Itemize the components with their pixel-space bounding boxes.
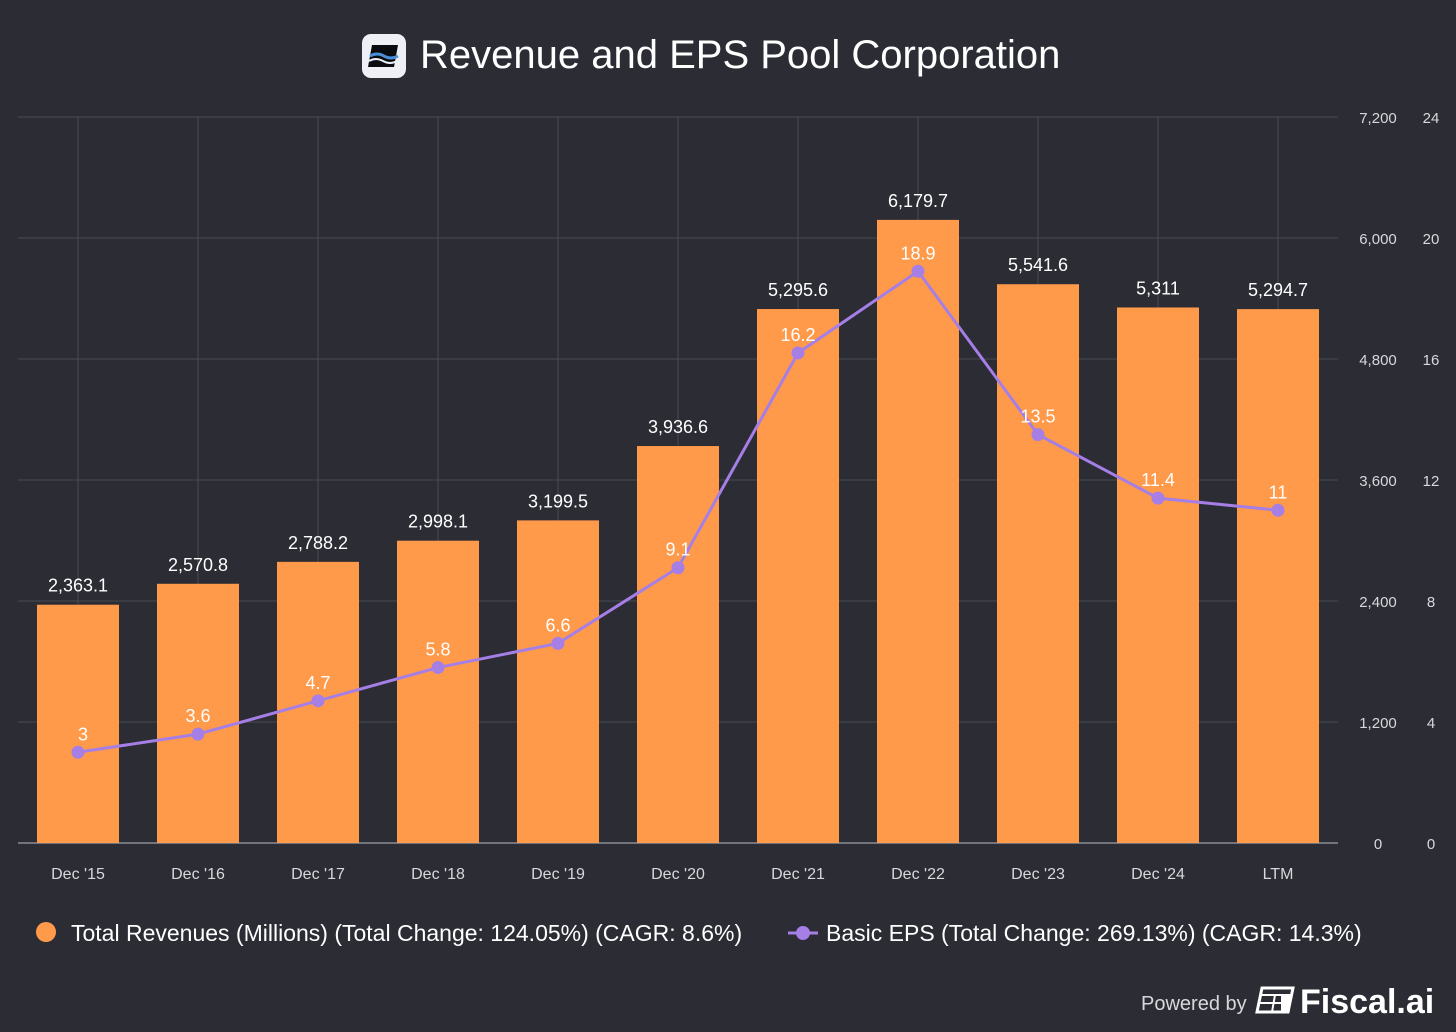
revenue-data-label: 2,788.2 — [288, 533, 348, 553]
revenue-bar — [397, 540, 479, 843]
eps-data-label: 11 — [1269, 482, 1288, 502]
eps-point — [311, 694, 325, 708]
eps-data-label: 13.5 — [1020, 407, 1055, 427]
revenue-data-label: 2,363.1 — [48, 576, 108, 596]
eps-point — [791, 346, 805, 360]
revenue-bar — [877, 219, 959, 843]
revenue-data-label: 6,179.7 — [888, 191, 948, 211]
y-eps-tick-label: 16 — [1423, 352, 1440, 369]
y-revenue-tick-label: 4,800 — [1359, 352, 1397, 369]
eps-data-label: 3.6 — [185, 706, 210, 726]
legend-eps-marker — [796, 926, 810, 940]
legend-revenue-label: Total Revenues (Millions) (Total Change:… — [71, 920, 742, 946]
eps-point — [551, 636, 565, 650]
y-eps-tick-label: 8 — [1427, 594, 1435, 611]
eps-point — [671, 561, 685, 575]
revenue-bar — [997, 284, 1079, 843]
chart-title: Revenue and EPS Pool Corporation — [420, 33, 1060, 77]
eps-point — [191, 727, 205, 741]
legend: Total Revenues (Millions) (Total Change:… — [36, 920, 1362, 946]
y-eps-tick-label: 20 — [1423, 231, 1440, 248]
eps-data-label: 4.7 — [305, 673, 330, 693]
eps-point — [431, 661, 445, 675]
y-eps-tick-label: 24 — [1423, 110, 1440, 127]
x-tick-label: Dec '17 — [291, 866, 345, 883]
powered-by-text: Powered by — [1141, 993, 1247, 1015]
revenue-data-label: 5,295.6 — [768, 280, 828, 300]
data-labels: 2,363.1 2,570.8 2,788.2 2,998.1 3,199.5 3,936… — [48, 191, 1308, 744]
x-tick-label: Dec '19 — [531, 866, 585, 883]
y-revenue-tick-label: 0 — [1374, 836, 1382, 853]
y-eps-tick-label: 12 — [1423, 473, 1440, 490]
eps-data-label: 3 — [78, 724, 88, 744]
footer: Powered by Fiscal.ai — [1141, 983, 1434, 1021]
revenue-data-label: 5,541.6 — [1008, 255, 1068, 275]
x-tick-label: Dec '20 — [651, 866, 705, 883]
revenue-bar — [757, 309, 839, 844]
eps-point — [71, 745, 85, 759]
x-tick-label: Dec '22 — [891, 866, 945, 883]
revenue-bar — [157, 583, 239, 843]
eps-data-label: 18.9 — [900, 243, 935, 263]
revenue-bar — [1117, 307, 1199, 844]
eps-point — [1151, 491, 1165, 505]
eps-data-label: 11.4 — [1141, 470, 1175, 490]
x-tick-label: Dec '18 — [411, 866, 465, 883]
eps-point — [1271, 503, 1285, 517]
fiscal-logo-icon — [1255, 986, 1295, 1014]
y-revenue-tick-label: 6,000 — [1359, 231, 1397, 248]
legend-revenue-marker — [36, 922, 56, 942]
y-revenue-tick-label: 1,200 — [1359, 715, 1397, 732]
eps-point — [911, 264, 925, 278]
revenue-data-label: 3,199.5 — [528, 491, 588, 511]
revenue-data-label: 2,998.1 — [408, 512, 468, 532]
legend-eps-label: Basic EPS (Total Change: 269.13%) (CAGR:… — [826, 920, 1362, 946]
revenue-bar — [637, 446, 719, 843]
brand-name: Fiscal.ai — [1300, 983, 1434, 1021]
eps-data-label: 16.2 — [780, 325, 815, 345]
revenue-data-label: 5,294.7 — [1248, 280, 1308, 300]
legend-item-revenue[interactable]: Total Revenues (Millions) (Total Change:… — [36, 920, 742, 946]
x-tick-label: Dec '24 — [1131, 866, 1185, 883]
y-revenue-tick-label: 3,600 — [1359, 473, 1397, 490]
eps-data-label: 5.8 — [425, 640, 450, 660]
revenue-data-label: 3,936.6 — [648, 417, 708, 437]
title-group: Revenue and EPS Pool Corporation — [362, 33, 1060, 78]
x-tick-label: Dec '23 — [1011, 866, 1065, 883]
revenue-data-label: 2,570.8 — [168, 555, 228, 575]
eps-data-label: 6.6 — [545, 615, 570, 635]
company-logo-icon — [362, 34, 406, 78]
x-tick-label: Dec '21 — [771, 866, 825, 883]
y-revenue-tick-label: 2,400 — [1359, 594, 1397, 611]
x-tick-label: Dec '16 — [171, 866, 225, 883]
legend-item-eps[interactable]: Basic EPS (Total Change: 269.13%) (CAGR:… — [788, 920, 1362, 946]
y-eps-tick-label: 0 — [1427, 836, 1435, 853]
x-tick-label: Dec '15 — [51, 866, 105, 883]
x-tick-label: LTM — [1263, 866, 1294, 883]
revenue-bar — [37, 604, 119, 843]
eps-data-label: 9.1 — [665, 540, 690, 560]
y-eps-tick-label: 4 — [1427, 715, 1435, 732]
y-revenue-tick-label: 7,200 — [1359, 110, 1397, 127]
revenue-bar — [1237, 309, 1319, 843]
revenue-bar — [517, 520, 599, 843]
eps-line — [71, 264, 1285, 759]
bars — [37, 219, 1319, 844]
eps-point — [1031, 428, 1045, 442]
revenue-data-label: 5,311 — [1136, 278, 1180, 298]
axes: 0 0 1,200 4 2,400 8 3,600 12 4,800 16 6,000 20 7,200… — [51, 110, 1439, 883]
